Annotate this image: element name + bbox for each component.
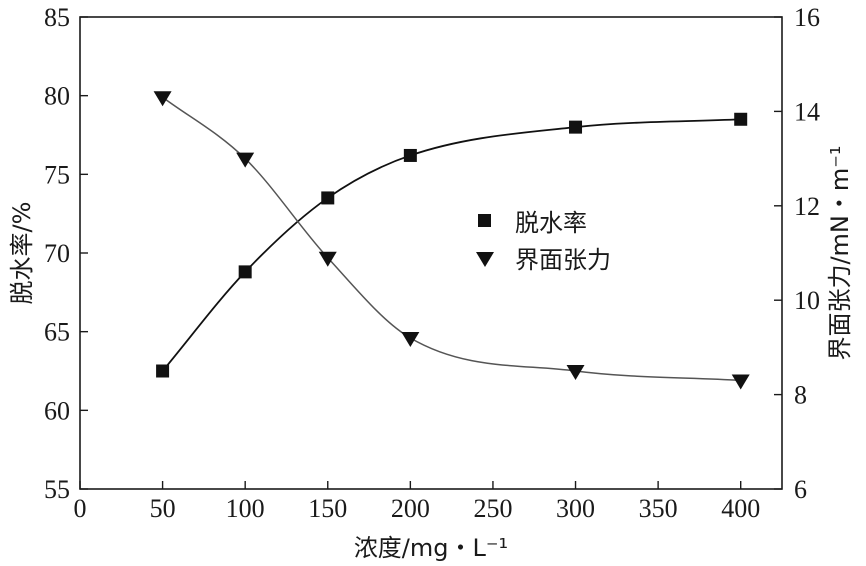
left-y-tick-label: 60 (44, 396, 70, 425)
legend-square-marker (478, 214, 491, 227)
dehydration-rate-point (321, 191, 335, 205)
left-y-tick-label: 65 (44, 318, 70, 347)
x-tick-label: 350 (639, 494, 678, 523)
interfacial-tension-point (318, 251, 337, 267)
left-y-tick-label: 75 (44, 160, 70, 189)
legend-label-dehydration-rate: 脱水率 (515, 209, 587, 237)
x-tick-label: 200 (391, 494, 430, 523)
interfacial-tension-point (401, 331, 420, 347)
left-y-axis-label: 脱水率/% (8, 202, 36, 305)
x-tick-label: 50 (150, 494, 176, 523)
dehydration-rate-curve (161, 118, 741, 372)
interfacial-tension-point (566, 365, 585, 380)
interfacial-tension-point (153, 91, 172, 107)
x-tick-label: 400 (721, 494, 760, 523)
right-y-tick-label: 12 (794, 192, 820, 221)
right-y-axis-ticks: 6 8 10 12 14 16 (774, 3, 820, 504)
interfacial-tension-point (236, 152, 255, 168)
x-axis-label: 浓度/mg・L⁻¹ (354, 534, 508, 562)
legend-triangle-marker (476, 252, 494, 267)
right-y-tick-label: 8 (794, 381, 807, 410)
left-y-tick-label: 55 (44, 475, 70, 504)
plot-frame (79, 16, 783, 490)
left-y-axis-ticks: 55 60 65 70 75 80 85 (44, 3, 88, 504)
right-y-tick-label: 10 (794, 286, 820, 315)
x-axis-ticks: 0 50 100 150 200 250 300 350 400 (74, 481, 760, 523)
left-y-tick-label: 85 (44, 3, 70, 32)
dehydration-rate-point (238, 265, 252, 279)
dehydration-rate-point (734, 112, 748, 126)
interfacial-tension-point (731, 374, 750, 390)
x-tick-label: 300 (556, 494, 595, 523)
interfacial-tension-points (153, 91, 750, 390)
right-y-tick-label: 16 (794, 3, 820, 32)
left-y-tick-label: 70 (44, 239, 70, 268)
x-tick-label: 150 (308, 494, 347, 523)
right-y-axis-label: 界面张力/mN・m⁻¹ (826, 145, 854, 360)
right-y-tick-label: 14 (794, 97, 820, 126)
x-tick-label: 0 (74, 494, 87, 523)
dehydration-rate-point (403, 148, 417, 162)
dehydration-rate-point (156, 364, 170, 378)
right-y-tick-label: 6 (794, 475, 807, 504)
dehydration-rate-points (156, 112, 748, 378)
left-y-tick-label: 80 (44, 82, 70, 111)
dehydration-rate-point (569, 120, 583, 134)
legend-label-interfacial-tension: 界面张力 (515, 246, 611, 274)
x-tick-label: 100 (226, 494, 265, 523)
legend: 脱水率 界面张力 (476, 209, 611, 274)
x-tick-label: 250 (473, 494, 512, 523)
interfacial-tension-curve (162, 96, 741, 382)
